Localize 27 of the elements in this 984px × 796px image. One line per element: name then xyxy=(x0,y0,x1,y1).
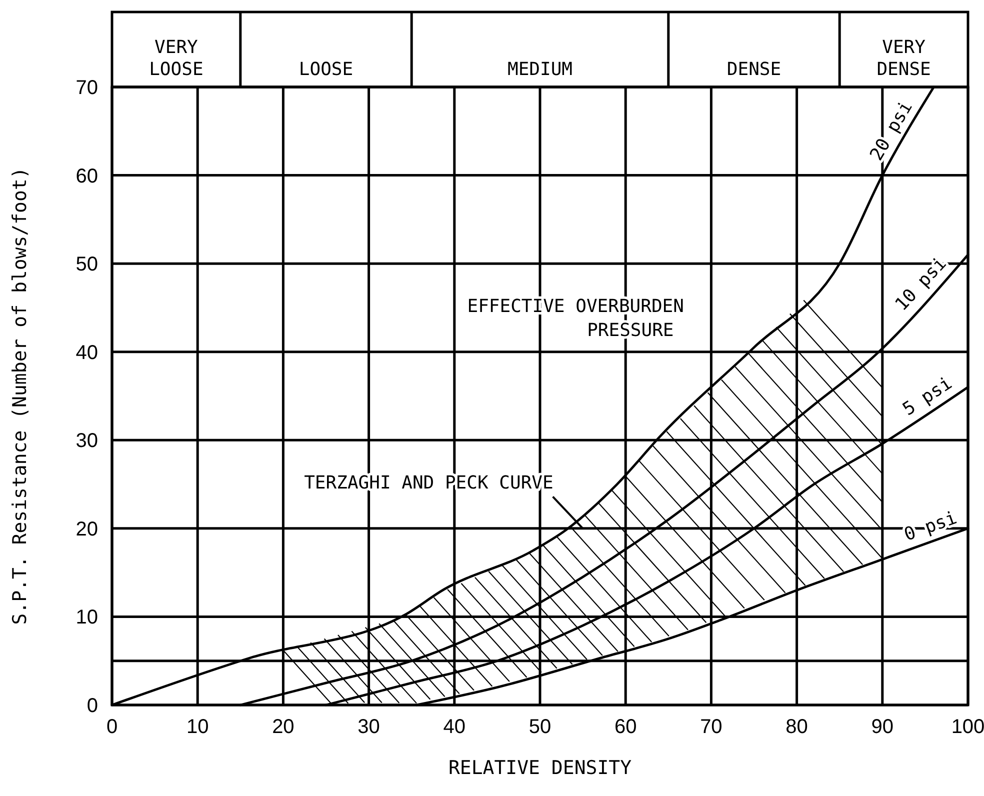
y-axis-title: S.P.T. Resistance (Number of blows/foot) xyxy=(9,167,31,625)
x-tick-label: 20 xyxy=(272,716,294,738)
x-tick-label: 70 xyxy=(700,716,722,738)
y-tick-label: 30 xyxy=(76,430,98,452)
x-tick-label: 40 xyxy=(443,716,466,738)
x-tick-label: 0 xyxy=(106,716,118,738)
y-tick-label: 50 xyxy=(76,254,98,276)
text: 5 psi xyxy=(899,372,956,420)
x-tick-label: 50 xyxy=(528,716,552,738)
x-tick-label: 10 xyxy=(186,716,209,738)
x-tick-label: 30 xyxy=(358,716,380,738)
x-tick-label: 80 xyxy=(786,716,808,738)
text: MEDIUM xyxy=(507,59,573,80)
x-tick-label: 60 xyxy=(614,716,637,738)
x-tick-label: 90 xyxy=(871,716,894,738)
y-tick-label: 20 xyxy=(76,518,98,540)
text: VERY LOOSE xyxy=(149,37,204,80)
text: DENSE xyxy=(726,59,782,80)
text: VERY DENSE xyxy=(876,37,931,80)
x-tick-label: 100 xyxy=(951,716,984,738)
y-tick-label: 70 xyxy=(76,77,98,99)
x-axis-title: RELATIVE DENSITY xyxy=(448,757,632,779)
y-tick-label: 0 xyxy=(86,695,98,717)
y-tick-label: 40 xyxy=(76,342,98,364)
y-tick-label: 60 xyxy=(76,165,98,188)
text: LOOSE xyxy=(298,59,354,80)
y-tick-label: 10 xyxy=(76,606,98,629)
